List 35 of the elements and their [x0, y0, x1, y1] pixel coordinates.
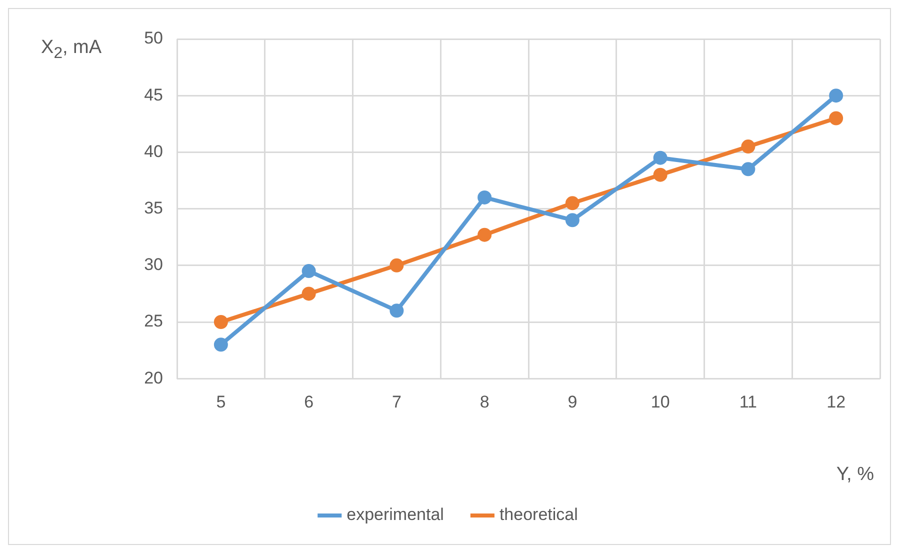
point [390, 258, 404, 272]
x-tick-label: 5 [216, 392, 226, 412]
x-tick-label: 9 [568, 392, 578, 412]
point [214, 315, 228, 329]
x-axis-title: Y, % [836, 464, 874, 486]
point [302, 264, 316, 278]
x-tick-label: 8 [480, 392, 490, 412]
legend-label: theoretical [499, 505, 578, 524]
x-tick-label: 11 [739, 392, 758, 412]
y-tick-label: 45 [144, 85, 163, 104]
x-tick-label: 7 [392, 392, 402, 412]
y-tick-label: 40 [144, 142, 163, 161]
x-tick-label: 12 [826, 392, 846, 412]
y-axis-title: X$_{2}$, mA [41, 37, 102, 63]
point [478, 190, 492, 204]
point [653, 168, 668, 182]
x-tick-label: 6 [304, 392, 314, 412]
point [390, 304, 404, 318]
point [565, 213, 580, 228]
legend-label: experimental [346, 505, 444, 524]
y-tick-label: 30 [144, 255, 163, 274]
point [214, 338, 228, 352]
point [653, 150, 668, 165]
y-tick-label: 50 [144, 28, 163, 48]
point [741, 162, 756, 176]
point [302, 286, 316, 301]
point [829, 88, 844, 103]
y-tick-label: 25 [144, 312, 163, 331]
point [478, 228, 492, 242]
point [565, 196, 580, 210]
y-tick-label: 20 [144, 368, 163, 388]
y-tick-label: 35 [144, 198, 163, 218]
point [741, 140, 756, 154]
point [829, 111, 844, 126]
x-tick-label: 10 [650, 392, 670, 412]
